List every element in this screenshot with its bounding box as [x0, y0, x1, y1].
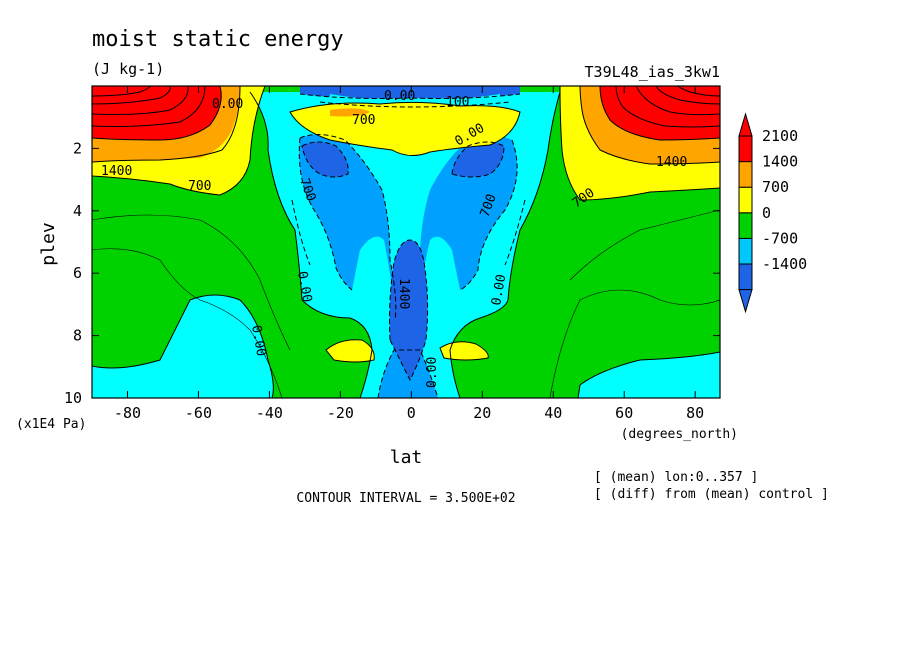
colorbar: 2100 1400 700 0 -700 -1400: [738, 112, 807, 314]
y-tick-label: 10: [64, 389, 82, 407]
cyan-region-se: [578, 352, 720, 398]
contour-label: 100: [446, 95, 469, 110]
x-tick-label: 40: [544, 404, 562, 422]
contour-label: 1400: [656, 155, 687, 170]
y-tick-label: 6: [73, 264, 82, 282]
colorbar-label: 2100: [762, 127, 798, 145]
colorbar-label: -1400: [762, 255, 807, 273]
x-axis-label: lat: [390, 447, 423, 468]
y-tick-label: 4: [73, 202, 82, 220]
contour-label: 700: [188, 179, 211, 194]
contour-field: [92, 86, 720, 398]
contour-label: 1400: [396, 278, 411, 309]
cyan-region-sw: [92, 295, 274, 398]
contour-label: 0.00: [248, 324, 268, 357]
contour-label: 0.00: [425, 357, 440, 388]
x-tick-label: -80: [114, 404, 141, 422]
colorbar-label: 0: [762, 204, 771, 222]
experiment-label: T39L48_ias_3kw1: [585, 63, 720, 81]
x-tick-label: -60: [185, 404, 212, 422]
note-line-1: [ (mean) lon:0..357 ]: [594, 470, 758, 485]
y-axis-units: (x1E4 Pa): [16, 417, 86, 432]
colorbar-arrow-bottom: [738, 289, 753, 314]
chart-units: (J kg-1): [92, 60, 164, 78]
x-axis-units: (degrees_north): [621, 427, 738, 442]
colorbar-swatch: [738, 186, 753, 214]
yellow-patch-right: [440, 341, 489, 360]
orange-band-top: [330, 108, 370, 117]
blue-core-center: [389, 240, 428, 380]
blue-strip-top: [300, 86, 520, 99]
colorbar-swatch: [738, 237, 753, 265]
colorbar-arrow-top: [738, 112, 753, 137]
plot-frame: [91, 85, 721, 399]
contour-label: 1400: [101, 164, 132, 179]
colorbar-swatch: [738, 161, 753, 188]
colorbar-label: 1400: [762, 153, 798, 171]
note-line-2: [ (diff) from (mean) control ]: [594, 487, 829, 502]
contour-label: 700: [352, 113, 375, 128]
x-tick-label: 0: [407, 404, 416, 422]
colorbar-swatch: [738, 135, 753, 163]
blue-core-right: [452, 142, 504, 177]
solid-contours: [92, 86, 720, 398]
x-axis: -80 -60 -40 -20 0 20 40 60 80: [114, 86, 704, 422]
dashed-contours: [291, 93, 526, 398]
x-tick-label: 60: [615, 404, 633, 422]
lightblue-region-center: [299, 134, 518, 330]
x-tick-label: -40: [256, 404, 283, 422]
contour-label: 0.00: [384, 89, 415, 104]
colorbar-swatch: [738, 212, 753, 239]
y-axis-label: plev: [38, 222, 59, 265]
contour-label: 0.00: [489, 273, 509, 306]
x-tick-label: 20: [473, 404, 491, 422]
chart-title: moist static energy: [92, 27, 344, 52]
y-tick-label: 2: [73, 139, 82, 157]
thin-contours: [92, 209, 720, 398]
contour-interval-text: CONTOUR INTERVAL = 3.500E+02: [296, 491, 515, 506]
yellow-patch-left: [326, 339, 375, 362]
contour-label: 0.00: [212, 97, 243, 112]
cyan-strip-top: [330, 94, 500, 105]
colorbar-swatch: [738, 263, 753, 291]
cyan-region-se-dot: [682, 368, 702, 388]
colorbar-label: 700: [762, 178, 789, 196]
x-tick-label: -20: [327, 404, 354, 422]
contour-label: 0.00: [294, 270, 314, 303]
blue-core-left: [302, 142, 349, 177]
y-tick-label: 8: [73, 327, 82, 345]
colorbar-label: -700: [762, 229, 798, 247]
x-tick-label: 80: [686, 404, 704, 422]
y-axis: 2 4 6 8 10: [64, 139, 720, 407]
